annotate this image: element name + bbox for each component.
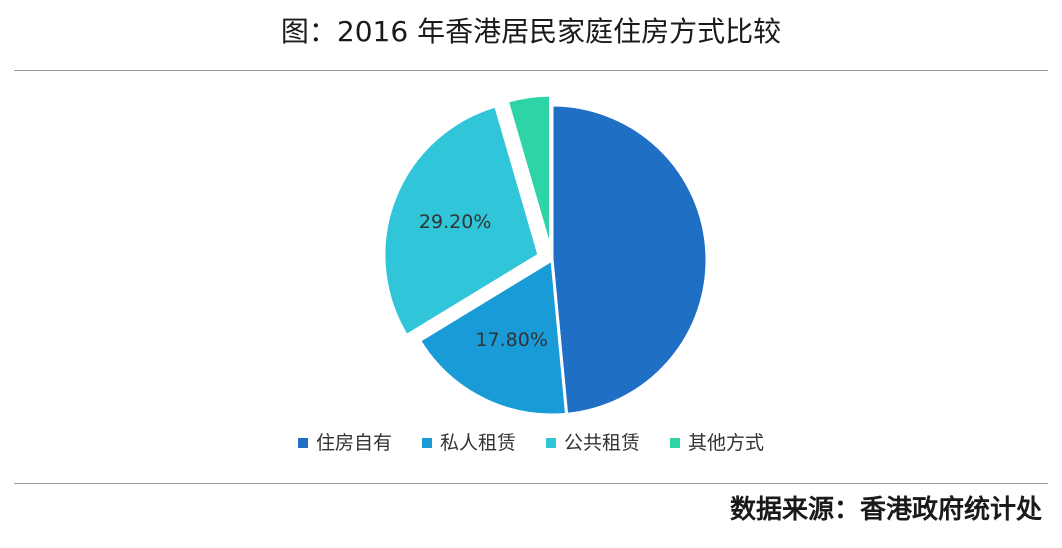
legend-item-private-rental: 私人租赁 [421, 428, 516, 458]
label-public-rental: 29.20% [419, 211, 491, 233]
chart-title: 图：2016 年香港居民家庭住房方式比较 [280, 15, 782, 48]
legend-label-public-rental: 公共租赁 [564, 432, 641, 454]
source-note: 数据来源：香港政府统计处 [729, 495, 1042, 525]
legend-swatch-other [670, 438, 681, 448]
slice-public-rental [382, 104, 541, 338]
legend-label-other: 其他方式 [688, 432, 765, 454]
legend-item-owned: 住房自有 [297, 428, 392, 458]
legend-item-public-rental: 公共租赁 [546, 428, 640, 458]
top-divider [14, 70, 1048, 71]
legend-item-other: 其他方式 [670, 428, 764, 458]
pie-data-labels: 17.80% 29.20% [419, 211, 548, 351]
bottom-divider [14, 483, 1048, 484]
slice-owned [550, 103, 709, 416]
legend-swatch-owned [297, 438, 308, 448]
label-private-rental: 17.80% [475, 329, 547, 351]
legend-swatch-private-rental [421, 438, 432, 448]
legend-label-owned: 住房自有 [315, 432, 392, 454]
legend-label-private-rental: 私人租赁 [439, 432, 516, 454]
legend: 住房自有 私人租赁 公共租赁 其他方式 [0, 428, 1062, 458]
slice-other [505, 93, 553, 251]
slice-private-rental [417, 257, 569, 417]
legend-swatch-public-rental [546, 438, 556, 448]
pie-slices [382, 93, 709, 417]
